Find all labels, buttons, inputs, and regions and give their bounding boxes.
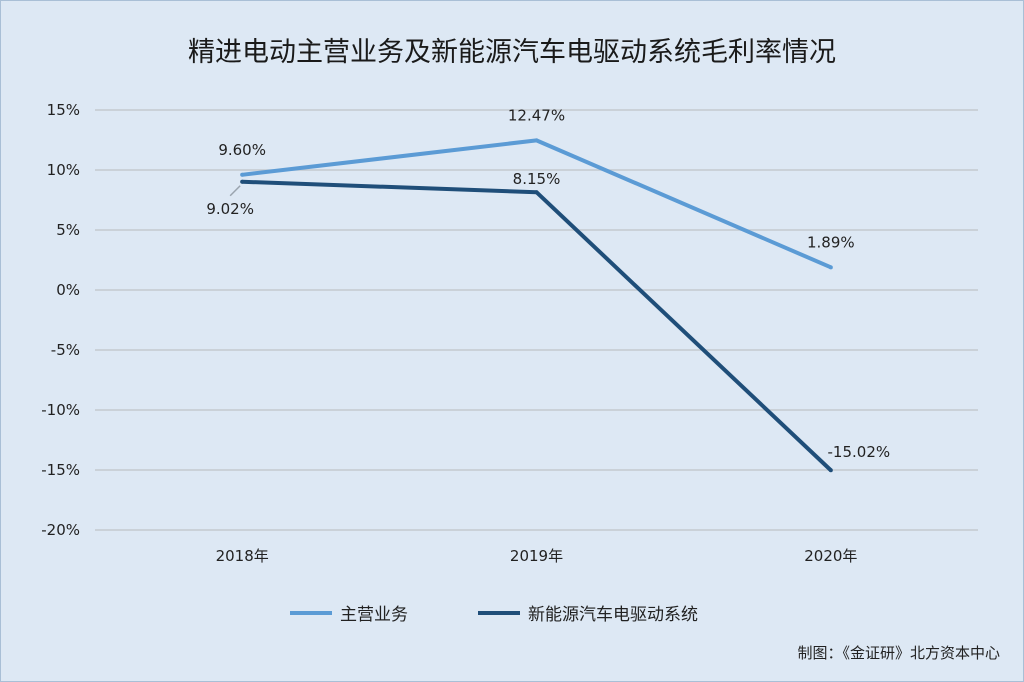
y-tick-label: -5% — [51, 341, 80, 359]
data-point — [828, 468, 833, 473]
label-leader-line — [229, 185, 241, 197]
data-label: 8.15% — [513, 170, 561, 188]
data-label: 9.60% — [218, 141, 266, 159]
x-tick-label: 2018年 — [216, 547, 269, 565]
legend-label-ev-drive-system: 新能源汽车电驱动系统 — [528, 605, 698, 625]
legend-label-main-business: 主营业务 — [340, 605, 408, 625]
legend-swatch-ev-drive-system — [478, 610, 520, 615]
x-tick-label: 2020年 — [804, 547, 857, 565]
chart-title: 精进电动主营业务及新能源汽车电驱动系统毛利率情况 — [188, 37, 836, 68]
series-line — [242, 179, 833, 472]
x-tick-label: 2019年 — [510, 547, 563, 565]
legend: 主营业务 新能源汽车电驱动系统 — [290, 600, 768, 625]
data-labels: 9.60% 12.47% 1.89% 9.02% 8.15% -15.02% — [206, 106, 890, 461]
data-label: -15.02% — [828, 443, 891, 461]
data-point — [534, 190, 539, 195]
legend-swatch-main-business — [290, 610, 332, 615]
y-tick-label: 0% — [56, 281, 80, 299]
y-axis: 15% 10% 5% 0% -5% -10% -15% -20% — [41, 101, 80, 539]
data-label: 1.89% — [807, 233, 855, 251]
data-point — [828, 265, 833, 270]
series-line — [241, 138, 832, 270]
data-label: 9.02% — [206, 200, 254, 218]
y-tick-label: -20% — [41, 521, 80, 539]
data-point — [534, 138, 539, 143]
gridlines — [95, 109, 978, 531]
source-credit: 制图：《金证研》北方资本中心 — [797, 644, 1000, 662]
y-tick-label: 5% — [56, 221, 80, 239]
legend-item-main-business: 主营业务 — [290, 600, 408, 625]
data-label: 12.47% — [508, 106, 565, 124]
data-point — [240, 179, 245, 184]
legend-item-ev-drive-system: 新能源汽车电驱动系统 — [478, 600, 698, 625]
y-tick-label: -10% — [41, 401, 80, 419]
y-tick-label: 15% — [47, 101, 80, 119]
y-tick-label: 10% — [47, 161, 80, 179]
series-layer — [240, 138, 833, 473]
y-tick-label: -15% — [41, 461, 80, 479]
x-axis: 2018年 2019年 2020年 — [216, 547, 858, 565]
data-point — [240, 172, 245, 177]
